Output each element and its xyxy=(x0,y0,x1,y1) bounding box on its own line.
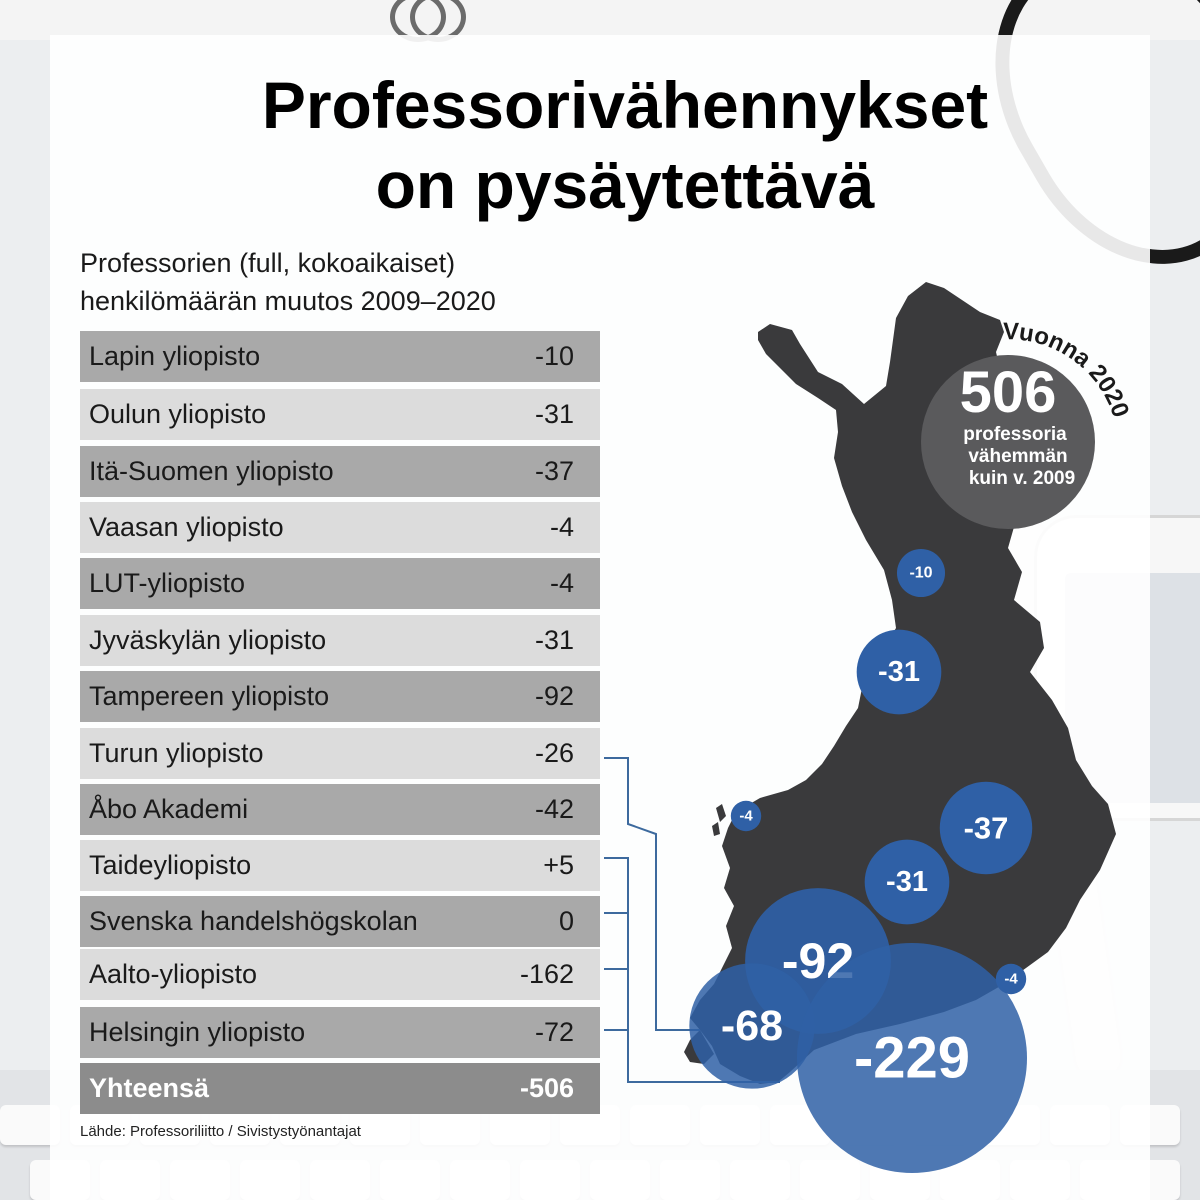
university-name: Oulun yliopisto xyxy=(89,399,267,429)
badge-line2: vähemmän xyxy=(968,446,1067,467)
map-bubble xyxy=(856,629,942,715)
university-value: -4 xyxy=(549,512,574,542)
university-name: Vaasan yliopisto xyxy=(89,512,284,542)
university-name: Tampereen yliopisto xyxy=(89,681,330,711)
university-name: Helsingin yliopisto xyxy=(89,1017,306,1047)
subtitle-line-1: Professorien (full, kokoaikaiset) xyxy=(80,248,456,278)
source-note: Lähde: Professoriliitto / Sivistystyönan… xyxy=(80,1123,361,1140)
table-row: LUT-yliopisto -4 xyxy=(80,558,600,609)
table-row: Jyväskylän yliopisto -31 xyxy=(80,615,600,666)
table-row: Helsingin yliopisto -72 xyxy=(80,1007,600,1058)
bubble-label: -68 xyxy=(721,1002,783,1050)
bubble-label: -10 xyxy=(909,565,932,582)
university-value: -31 xyxy=(534,625,574,655)
bubble-label: -31 xyxy=(878,656,920,688)
badge-line3: kuin v. 2009 xyxy=(969,468,1075,489)
table-total-row: Yhteensä -506 xyxy=(80,1063,600,1114)
university-value: -26 xyxy=(534,738,574,768)
university-value: -37 xyxy=(534,456,574,486)
bubble-label: -229 xyxy=(854,1026,970,1091)
university-value: -4 xyxy=(549,568,574,598)
title-line-2: on pysäytettävä xyxy=(375,148,875,222)
map-bubble xyxy=(796,942,1028,1174)
chart-subtitle: Professorien (full, kokoaikaiset) henkil… xyxy=(80,244,496,320)
table-row: Svenska handelshögskolan 0 xyxy=(80,896,600,947)
university-name: Aalto-yliopisto xyxy=(89,959,258,989)
university-name: Itä-Suomen yliopisto xyxy=(89,456,334,486)
university-name: Taideyliopisto xyxy=(89,850,252,880)
table-row: Oulun yliopisto -31 xyxy=(80,389,600,440)
notebook-edge xyxy=(0,0,1200,40)
total-value: -506 xyxy=(519,1073,574,1103)
university-value: -92 xyxy=(534,681,574,711)
total-label: Yhteensä xyxy=(89,1073,210,1103)
connector-line xyxy=(604,757,700,1031)
table-row: Taideyliopisto +5 xyxy=(80,840,600,891)
university-name: Svenska handelshögskolan xyxy=(89,906,418,936)
university-name: Lapin yliopisto xyxy=(89,341,261,371)
bubble-layer: -10-31-4 -37-31-92-68-4-229 xyxy=(689,548,1033,1174)
university-name: Åbo Akademi xyxy=(89,794,249,824)
university-value: -42 xyxy=(534,794,574,824)
table-row: Aalto-yliopisto -162 xyxy=(80,949,600,1000)
university-value: -31 xyxy=(534,399,574,429)
university-name: LUT-yliopisto xyxy=(89,568,246,598)
university-value: 0 xyxy=(558,906,574,936)
bubble-label: -37 xyxy=(964,811,1009,846)
map-bubble xyxy=(864,839,950,925)
bubble-label: -4 xyxy=(1004,971,1018,988)
connector-lines xyxy=(604,757,780,1083)
map-bubble xyxy=(689,963,815,1089)
map-bubble xyxy=(730,800,762,832)
university-value: -72 xyxy=(534,1017,574,1047)
table-row: Itä-Suomen yliopisto -37 xyxy=(80,446,600,497)
badge-number: 506 xyxy=(960,360,1057,425)
badge-circle xyxy=(921,355,1095,529)
bubble-label: -4 xyxy=(739,808,753,825)
table-row: Tampereen yliopisto -92 xyxy=(80,671,600,722)
table-row: Lapin yliopisto -10 xyxy=(80,331,600,382)
badge-line1: professoria xyxy=(963,424,1067,445)
table-row: Vaasan yliopisto -4 xyxy=(80,502,600,553)
map-bubble xyxy=(995,963,1027,995)
subtitle-line-2: henkilömäärän muutos 2009–2020 xyxy=(80,286,496,316)
page-title: Professorivähennykset on pysäytettävä xyxy=(0,65,1200,225)
university-name: Turun yliopisto xyxy=(89,738,264,768)
university-value: +5 xyxy=(543,850,574,880)
table-row: Turun yliopisto -26 xyxy=(80,728,600,779)
university-name: Jyväskylän yliopisto xyxy=(89,625,327,655)
table-row: Åbo Akademi -42 xyxy=(80,784,600,835)
university-value: -10 xyxy=(534,341,574,371)
bubble-label: -31 xyxy=(886,866,928,898)
title-line-1: Professorivähennykset xyxy=(261,68,989,142)
map-bubble xyxy=(939,781,1033,875)
map-bubble xyxy=(896,548,946,598)
university-value: -162 xyxy=(519,959,574,989)
